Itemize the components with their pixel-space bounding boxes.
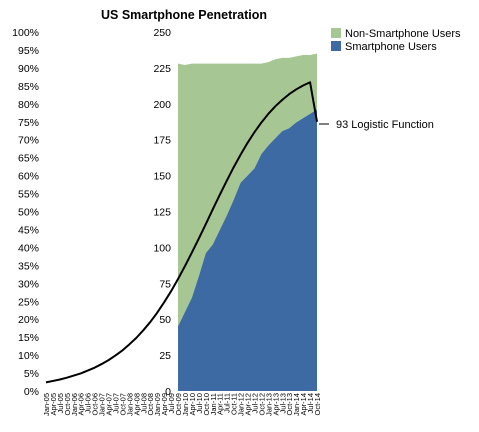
- right-axis: 0 25 50 75 100 125 150 175 200 225 250: [153, 27, 171, 398]
- x-tick-label: Jan-10: [181, 393, 190, 416]
- left-tick-label: 35%: [18, 260, 39, 272]
- x-tick-label: Apr-14: [299, 393, 308, 416]
- x-tick-label: Jan-06: [70, 393, 79, 416]
- x-tick-label: Apr-13: [271, 393, 280, 416]
- chart-title: US Smartphone Penetration: [101, 8, 267, 22]
- x-tick-label: Jul-07: [111, 393, 120, 413]
- right-tick-label: 225: [153, 63, 171, 75]
- x-tick-label: Apr-10: [188, 393, 197, 416]
- x-tick-label: Jan-08: [125, 393, 134, 416]
- x-tick-label: Jul-11: [223, 393, 232, 413]
- x-tick-label: Apr-11: [216, 393, 225, 415]
- right-tick-label: 0: [165, 386, 171, 398]
- right-tick-label: 150: [153, 171, 171, 183]
- left-tick-label: 30%: [18, 278, 39, 290]
- line-layer: [45, 81, 318, 384]
- left-axis: 0% 5% 10% 15% 20% 25% 30% 35% 40% 45% 50% 55% 60% 65%…: [12, 27, 39, 398]
- x-tick-label: Oct-14: [313, 393, 322, 416]
- right-tick-label: 200: [153, 99, 171, 111]
- x-tick-label: Apr-09: [160, 393, 169, 416]
- x-tick-label: Jul-13: [278, 393, 287, 413]
- legend: Non-Smartphone Users Smartphone Users: [331, 28, 461, 53]
- x-tick-label: Oct-10: [202, 393, 211, 416]
- x-tick-label: Jul-09: [167, 393, 176, 413]
- x-tick-label: Jan-07: [98, 393, 107, 416]
- left-tick-label: 95%: [18, 45, 39, 57]
- line-logistic-function: [45, 81, 318, 384]
- left-tick-label: 90%: [18, 63, 39, 75]
- x-tick-label: Oct-06: [91, 393, 100, 416]
- legend-swatch-non-smartphone: [331, 28, 341, 38]
- left-tick-label: 65%: [18, 153, 39, 165]
- left-tick-label: 60%: [18, 171, 39, 183]
- x-tick-label: Jul-05: [56, 393, 65, 413]
- x-tick-label: Jul-12: [250, 393, 259, 413]
- left-tick-label: 25%: [18, 296, 39, 308]
- x-tick-label: Apr-06: [77, 393, 86, 416]
- left-tick-label: 20%: [18, 314, 39, 326]
- x-tick-label: Jul-08: [139, 393, 148, 413]
- x-tick-label: Jan-11: [209, 393, 218, 415]
- legend-label-non-smartphone: Non-Smartphone Users: [345, 28, 461, 40]
- left-tick-label: 80%: [18, 99, 39, 111]
- x-tick-label: Jul-10: [195, 393, 204, 413]
- x-tick-label: Oct-09: [174, 393, 183, 416]
- area-smartphone-users: [178, 109, 317, 391]
- right-tick-label: 175: [153, 135, 171, 147]
- x-tick-label: Oct-13: [285, 393, 294, 416]
- x-tick-label: Apr-12: [244, 393, 253, 416]
- left-tick-label: 85%: [18, 81, 39, 93]
- legend-label-smartphone: Smartphone Users: [345, 41, 437, 53]
- x-tick-label: Jan-12: [237, 393, 246, 416]
- right-tick-label: 100: [153, 242, 171, 254]
- x-tick-label: Jul-14: [306, 393, 315, 413]
- x-tick-label: Apr-08: [132, 393, 141, 416]
- x-tick-label: Apr-05: [49, 393, 58, 416]
- left-tick-label: 5%: [24, 368, 39, 380]
- logistic-annotation: 93 Logistic Function: [319, 119, 434, 131]
- x-tick-label: Jan-09: [153, 393, 162, 416]
- x-tick-label: Apr-07: [105, 393, 114, 416]
- left-tick-label: 0%: [24, 386, 39, 398]
- x-tick-label: Jan-13: [264, 393, 273, 416]
- annotation-label: 93 Logistic Function: [336, 119, 434, 131]
- left-tick-label: 40%: [18, 242, 39, 254]
- left-tick-label: 55%: [18, 189, 39, 201]
- right-tick-label: 50: [159, 314, 171, 326]
- area-non-smartphone-users: [178, 53, 317, 327]
- x-axis: Jan-05Apr-05Jul-05Oct-05Jan-06Apr-06Jul-…: [42, 393, 322, 416]
- x-tick-label: Oct-05: [63, 393, 72, 416]
- right-tick-label: 125: [153, 207, 171, 219]
- x-tick-label: Oct-12: [257, 393, 266, 416]
- x-tick-label: Jan-05: [42, 393, 51, 416]
- x-tick-label: Oct-07: [118, 393, 127, 416]
- left-tick-label: 15%: [18, 332, 39, 344]
- right-tick-label: 250: [153, 27, 171, 39]
- area-layer: [178, 53, 317, 391]
- legend-swatch-smartphone: [331, 41, 341, 51]
- right-tick-label: 75: [159, 278, 171, 290]
- left-tick-label: 100%: [12, 27, 39, 39]
- x-tick-label: Oct-08: [146, 393, 155, 416]
- right-tick-label: 25: [159, 350, 171, 362]
- x-tick-label: Oct-11: [230, 393, 239, 415]
- x-tick-label: Jan-14: [292, 393, 301, 416]
- x-tick-label: Jul-06: [84, 393, 93, 413]
- left-tick-label: 10%: [18, 350, 39, 362]
- left-tick-label: 45%: [18, 224, 39, 236]
- left-tick-label: 50%: [18, 207, 39, 219]
- left-tick-label: 75%: [18, 117, 39, 129]
- left-tick-label: 70%: [18, 135, 39, 147]
